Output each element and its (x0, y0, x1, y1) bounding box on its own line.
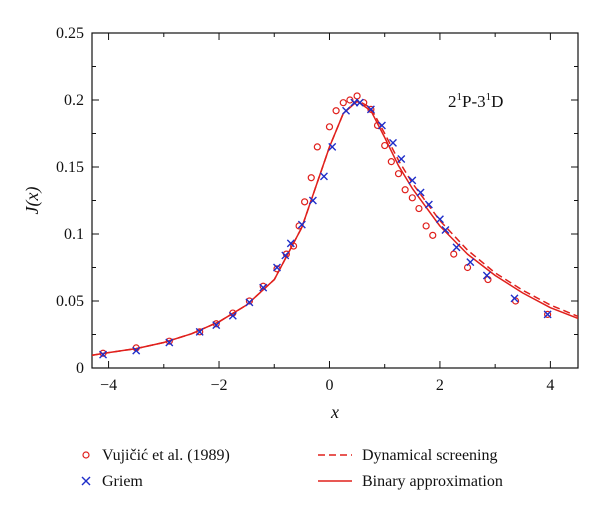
legend-label: Binary approximation (362, 473, 503, 490)
vujicic-point (381, 141, 389, 150)
vujicic-point (273, 265, 281, 273)
griem-point (355, 98, 364, 107)
vujicic-point (387, 158, 395, 166)
dynamical-screening-line (92, 99, 578, 357)
griem-point (366, 105, 375, 114)
ticks: −4 −2 0 2 4 0 0.05 0.1 0.15 0.2 0.25 (56, 25, 578, 394)
vujicic-point (429, 231, 437, 239)
vujicic-point (325, 123, 334, 131)
vujicic-point (245, 297, 253, 305)
legend-label: Griem (102, 473, 143, 490)
vujicic-point (196, 328, 204, 336)
legend: Vujičić et al. (1989) Griem Dynamical scre… (81, 447, 503, 490)
vujicic-point (289, 242, 298, 250)
legend-marker-x (81, 476, 91, 486)
vujicic-point (367, 105, 375, 113)
labels: x J(x) 21P-31D (22, 91, 503, 422)
legend-label: Vujičić et al. (1989) (102, 447, 230, 464)
vujicic-point (212, 320, 220, 328)
griem-point (132, 346, 141, 355)
griem-point (297, 220, 306, 229)
vujicic-point (422, 222, 430, 230)
plot-frame (91, 32, 579, 369)
vujicic-point (353, 92, 361, 100)
griem-point (466, 258, 475, 267)
griem-point (308, 196, 317, 205)
griem-point (165, 338, 174, 347)
vujicic-point (295, 222, 303, 230)
y-tick-label: 0.25 (56, 25, 84, 42)
griem-point (397, 154, 406, 163)
y-tick-label: 0.2 (64, 92, 84, 109)
griem-point (281, 251, 290, 260)
griem-point (452, 243, 461, 252)
x-axis-label: x (330, 402, 339, 422)
binary-approximation-line (92, 100, 578, 357)
griem-point (273, 263, 282, 272)
vujicic-point (415, 204, 423, 213)
x-tick-label: −4 (100, 377, 117, 394)
series-layer (92, 92, 578, 359)
griem-point (195, 327, 204, 336)
griem-point (212, 321, 221, 330)
griem-point (416, 188, 425, 197)
y-tick-label: 0.05 (56, 293, 84, 310)
griem-point (342, 106, 351, 115)
vujicic-point (408, 194, 416, 202)
griem-point (377, 121, 386, 130)
vujicic-point (394, 170, 403, 178)
x-tick-label: −2 (211, 377, 228, 394)
legend-marker-circle (82, 451, 90, 459)
griem-point (388, 138, 397, 147)
griem-point (286, 239, 295, 248)
vujicic-point (259, 282, 267, 290)
griem-point (424, 200, 433, 209)
y-tick-label: 0 (76, 360, 84, 377)
griem-point (435, 215, 444, 224)
griem-point (99, 350, 108, 359)
griem-point (482, 271, 491, 280)
griem-point (259, 283, 268, 292)
vujicic-point (450, 250, 458, 258)
vujicic-point (346, 96, 354, 104)
y-tick-label: 0.15 (56, 159, 84, 176)
griem-point (319, 172, 328, 181)
axes (91, 32, 579, 369)
vujicic-point (301, 198, 309, 206)
griem-point (441, 225, 450, 234)
vujicic-point (313, 143, 321, 151)
vujicic-point (339, 99, 347, 107)
x-tick-label: 2 (436, 377, 444, 394)
vujicic-point (332, 107, 340, 115)
y-axis-label: J(x) (22, 187, 43, 215)
transition-annotation: 21P-31D (448, 91, 503, 111)
griem-point (245, 298, 254, 307)
vujicic-point (544, 310, 552, 318)
griem-point (228, 311, 237, 320)
griem-point (408, 176, 417, 185)
griem-point (510, 294, 519, 303)
vujicic-point (401, 186, 409, 194)
vujicic-point (373, 121, 382, 130)
x-tick-label: 4 (546, 377, 554, 394)
griem-point (543, 310, 552, 319)
vujicic-point (307, 174, 315, 182)
y-tick-label: 0.1 (64, 226, 84, 243)
vujicic-point (99, 349, 107, 357)
legend-label: Dynamical screening (362, 447, 498, 464)
griem-point (328, 142, 337, 151)
vujicic-point (165, 337, 173, 345)
x-tick-label: 0 (325, 377, 333, 394)
